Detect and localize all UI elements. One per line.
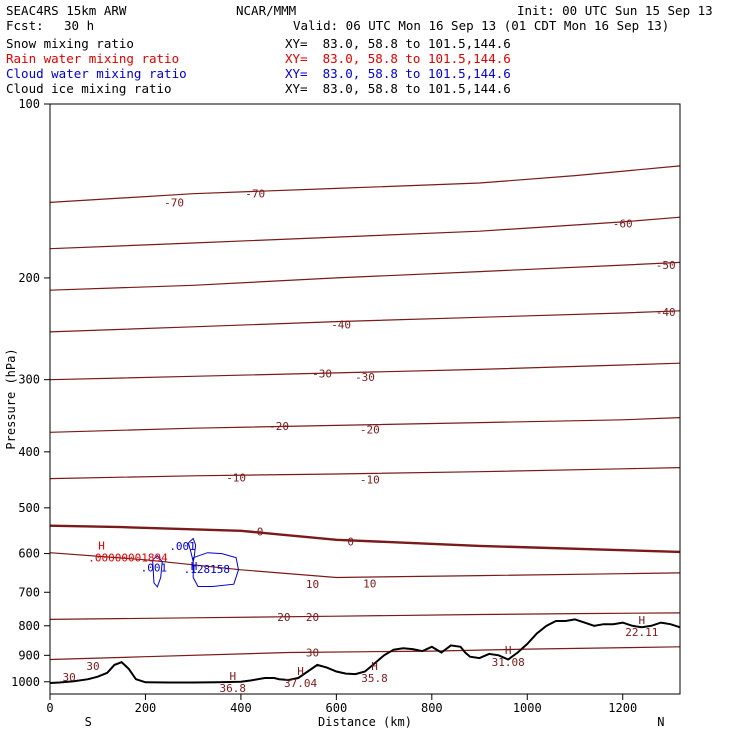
isotherm-0 [49, 524, 681, 554]
valid-time: Valid: 06 UTC Mon 16 Sep 13 (01 CDT Mon … [293, 18, 670, 33]
field-cloud-ice-xy: XY= 83.0, 58.8 to 101.5,144.6 [285, 81, 511, 96]
isotherm-label--20-0: -20 [269, 420, 289, 433]
x-end-label-north: N [657, 715, 664, 729]
isotherm-label--70-1: -70 [245, 188, 265, 201]
plot-frame [49, 103, 681, 695]
isotherm--10 [49, 467, 681, 480]
isotherm-30 [49, 646, 681, 661]
isotherm-label--30-0: -30 [312, 368, 332, 381]
contour-labels: -70 -70 -60 -50 -40 -40 -30 -30 -20 -20 -10 -10 0 0 10… [62, 188, 675, 695]
isotherm-label-20-1: 20 [306, 611, 319, 624]
isotherm-label-0-1: 0 [347, 536, 354, 549]
y-tick-label-700: 700 [18, 585, 40, 599]
y-tick-label-200: 200 [18, 271, 40, 285]
terrain [49, 618, 681, 684]
cloud-water-label-2: .128158 [184, 563, 230, 576]
y-axis-label: Pressure (hPa) [4, 348, 18, 449]
field-cloud-water-xy: XY= 83.0, 58.8 to 101.5,144.6 [285, 66, 511, 81]
x-tick-label-600: 600 [326, 701, 348, 715]
isotherm-label--10-0: -10 [226, 471, 246, 484]
y-tick-label-300: 300 [18, 373, 40, 387]
isotherm-label--70-0: -70 [164, 196, 184, 209]
isotherm-label--60-0: -60 [613, 217, 633, 230]
isotherms [49, 165, 681, 661]
isotherm-label--20-1: -20 [360, 424, 380, 437]
isotherm-label-10-1: 10 [363, 578, 376, 591]
rain-high-marker-0: H [98, 540, 105, 553]
isotherm-label-10-0: 10 [306, 578, 319, 591]
fcst-label: Fcst: [6, 18, 44, 33]
isotherm--40 [49, 310, 681, 333]
terrain-line [49, 618, 681, 684]
temp-high-marker-4: H [229, 670, 236, 683]
isotherm--60 [49, 216, 681, 250]
model-name: SEAC4RS 15km ARW [6, 3, 127, 18]
temp-high-marker-2: H [371, 660, 378, 673]
temp-high-marker-0: H [639, 614, 646, 627]
x-tick-label-800: 800 [421, 701, 443, 715]
cloud-water-label-1: .001 [169, 540, 196, 553]
isotherm-20 [49, 612, 681, 620]
field-rain-xy: XY= 83.0, 58.8 to 101.5,144.6 [285, 51, 511, 66]
isotherm-label--10-1: -10 [360, 474, 380, 487]
isotherm-label--40-0: -40 [331, 319, 351, 332]
y-tick-label-1000: 1000 [11, 675, 40, 689]
y-tick-label-900: 900 [18, 648, 40, 662]
field-cloud-water-label: Cloud water mixing ratio [6, 66, 187, 81]
isotherm-label-30-0: 30 [306, 647, 319, 660]
field-rain-label: Rain water mixing ratio [6, 51, 180, 66]
y-tick-label-500: 500 [18, 501, 40, 515]
fcst-value: 30 h [64, 18, 95, 33]
isotherm-label-20-0: 20 [277, 611, 290, 624]
cloud-water-label-0: .001 [141, 562, 168, 575]
y-tick-label-400: 400 [18, 445, 40, 459]
x-tick-label-400: 400 [230, 701, 252, 715]
temp-high-value-0: 22.11 [625, 626, 658, 639]
x-tick-label-1200: 1200 [608, 701, 637, 715]
x-axis-label: Distance (km) [318, 715, 412, 729]
temp-high-value-1: 31.08 [492, 656, 525, 669]
isotherm-label-30-2: 30 [62, 671, 75, 684]
isotherm--50 [49, 261, 681, 291]
center-name: NCAR/MMM [236, 3, 297, 18]
isotherm-label--30-1: -30 [355, 371, 375, 384]
x-tick-label-200: 200 [135, 701, 157, 715]
x-tick-label-1000: 1000 [513, 701, 542, 715]
cloud-high-marker-0: H [191, 560, 198, 573]
field-cloud-ice-label: Cloud ice mixing ratio [6, 81, 172, 96]
x-end-label-south: S [85, 715, 92, 729]
isotherm-label--40-1: -40 [656, 306, 676, 319]
cloud-water-contours [152, 537, 240, 588]
cloud-water-contour-2 [192, 552, 240, 587]
isotherm-label-0-0: 0 [257, 525, 264, 538]
isotherm-10 [49, 552, 681, 579]
y-tick-label-100: 100 [18, 97, 40, 111]
y-tick-label-800: 800 [18, 619, 40, 633]
temp-high-value-2: 35.8 [361, 672, 388, 685]
temp-high-marker-1: H [505, 644, 512, 657]
field-snow-xy: XY= 83.0, 58.8 to 101.5,144.6 [285, 36, 511, 51]
temp-high-marker-3: H [297, 665, 304, 678]
temp-high-value-4: 36.8 [220, 682, 247, 695]
cloud-water-contour-0 [152, 554, 163, 588]
isotherm--30 [49, 362, 681, 381]
field-snow-label: Snow mixing ratio [6, 36, 134, 51]
y-tick-label-600: 600 [18, 547, 40, 561]
rain-high-value-0: .00000001894 [88, 552, 168, 565]
isotherm--20 [49, 417, 681, 433]
init-time: Init: 00 UTC Sun 15 Sep 13 [517, 3, 713, 18]
isotherm--70 [49, 165, 681, 203]
isotherm-label-30-1: 30 [86, 660, 99, 673]
isotherm-label--50-0: -50 [656, 259, 676, 272]
x-tick-label-0: 0 [46, 701, 53, 715]
temp-high-value-3: 37.04 [284, 677, 317, 690]
